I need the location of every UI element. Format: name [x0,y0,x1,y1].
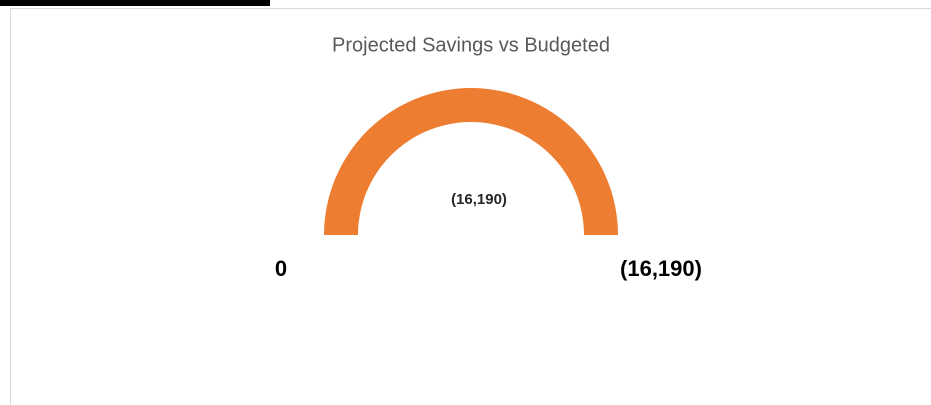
chart-title: Projected Savings vs Budgeted [332,34,610,56]
value-label: (16,190) [451,191,507,208]
gauge-arc [324,88,618,235]
range-label: (16,190) [620,256,702,281]
range-label: 0 [275,256,287,281]
chart-frame [10,8,931,405]
cropped-header [0,0,270,6]
